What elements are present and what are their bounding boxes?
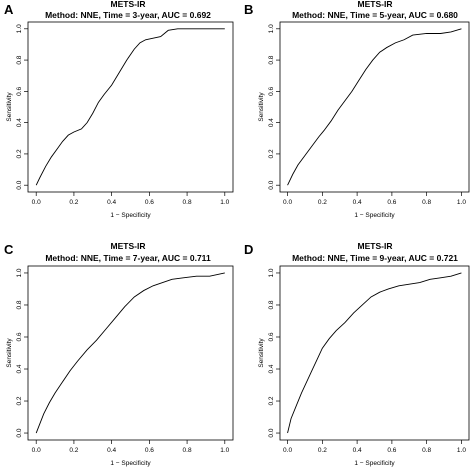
chart-title: METS-IR (358, 0, 393, 9)
panel-letter: A (4, 2, 14, 17)
y-tick-label: 1.0 (268, 24, 275, 33)
y-tick-label: 0.8 (268, 55, 275, 64)
plot-frame (27, 265, 234, 441)
y-tick-label: 0.4 (268, 118, 275, 127)
y-tick-label: 0.4 (16, 118, 23, 127)
chart-title: METS-IR (358, 241, 393, 251)
x-tick-label: 0.0 (32, 199, 41, 206)
chart-title: METS-IR (111, 0, 146, 9)
roc-panel-d: D METS-IR Method: NNE, Time = 9-year, AUC … (244, 241, 470, 467)
x-tick-label: 0.6 (387, 447, 396, 454)
y-tick-label: 0.6 (268, 86, 275, 95)
y-tick-label: 0.8 (268, 300, 275, 309)
x-tick-label: 1.0 (220, 447, 229, 454)
roc-curve-line (35, 28, 225, 186)
x-tick-label: 0.4 (107, 199, 116, 206)
y-tick-label: 0.0 (16, 180, 23, 189)
plot-frame (279, 21, 470, 193)
plot-frame (279, 265, 470, 441)
x-tick-label: 1.0 (457, 199, 466, 206)
x-tick-label: 0.2 (69, 199, 78, 206)
y-axis-label: Sensitivity (258, 338, 265, 368)
x-tick-label: 0.6 (145, 199, 154, 206)
y-tick-label: 0.2 (268, 396, 275, 405)
chart-subtitle: Method: NNE, Time = 9-year, AUC = 0.721 (292, 253, 458, 263)
y-tick-label: 0.0 (268, 180, 275, 189)
x-tick-label: 0.0 (283, 447, 292, 454)
x-tick-label: 0.6 (387, 199, 396, 206)
chart-title: METS-IR (111, 241, 146, 251)
plot-frame (27, 21, 234, 193)
y-tick-label: 0.6 (16, 332, 23, 341)
x-tick-label: 0.2 (69, 447, 78, 454)
y-tick-label: 0.2 (16, 396, 23, 405)
x-tick-label: 0.6 (145, 447, 154, 454)
panel-letter: D (244, 242, 253, 257)
x-tick-label: 0.4 (353, 447, 362, 454)
x-tick-label: 0.4 (107, 447, 116, 454)
x-tick-label: 0.8 (422, 447, 431, 454)
x-tick-label: 0.8 (183, 447, 192, 454)
x-tick-label: 1.0 (220, 199, 229, 206)
y-tick-label: 1.0 (268, 268, 275, 277)
roc-curve-line (287, 28, 462, 186)
x-axis-label: 1 − Specificity (354, 212, 395, 219)
panel-letter: B (244, 2, 253, 17)
y-tick-label: 0.2 (268, 149, 275, 158)
y-axis-label: Sensitivity (6, 92, 13, 122)
x-tick-label: 1.0 (457, 447, 466, 454)
x-axis-label: 1 − Specificity (110, 460, 151, 467)
roc-curve-line (35, 272, 225, 434)
y-tick-label: 0.8 (16, 55, 23, 64)
y-tick-label: 0.8 (16, 300, 23, 309)
y-axis-label: Sensitivity (258, 92, 265, 122)
chart-subtitle: Method: NNE, Time = 7-year, AUC = 0.711 (45, 253, 211, 263)
y-tick-label: 0.4 (268, 364, 275, 373)
y-tick-label: 1.0 (16, 268, 23, 277)
y-tick-label: 1.0 (16, 24, 23, 33)
y-tick-label: 0.0 (268, 428, 275, 437)
x-tick-label: 0.8 (183, 199, 192, 206)
chart-subtitle: Method: NNE, Time = 5-year, AUC = 0.680 (292, 10, 458, 20)
x-tick-label: 0.2 (318, 199, 327, 206)
x-tick-label: 0.0 (32, 447, 41, 454)
y-axis-label: Sensitivity (6, 338, 13, 368)
x-axis-label: 1 − Specificity (110, 212, 151, 219)
y-tick-label: 0.2 (16, 149, 23, 158)
x-tick-label: 0.4 (353, 199, 362, 206)
roc-panel-c: C METS-IR Method: NNE, Time = 7-year, AUC … (4, 241, 234, 467)
chart-subtitle: Method: NNE, Time = 3-year, AUC = 0.692 (45, 10, 211, 20)
y-tick-label: 0.0 (16, 428, 23, 437)
roc-curve-line (287, 272, 462, 434)
x-axis-label: 1 − Specificity (354, 460, 395, 467)
y-tick-label: 0.6 (16, 86, 23, 95)
y-tick-label: 0.4 (16, 364, 23, 373)
x-tick-label: 0.8 (422, 199, 431, 206)
x-tick-label: 0.0 (283, 199, 292, 206)
panel-letter: C (4, 242, 14, 257)
x-tick-label: 0.2 (318, 447, 327, 454)
y-tick-label: 0.6 (268, 332, 275, 341)
